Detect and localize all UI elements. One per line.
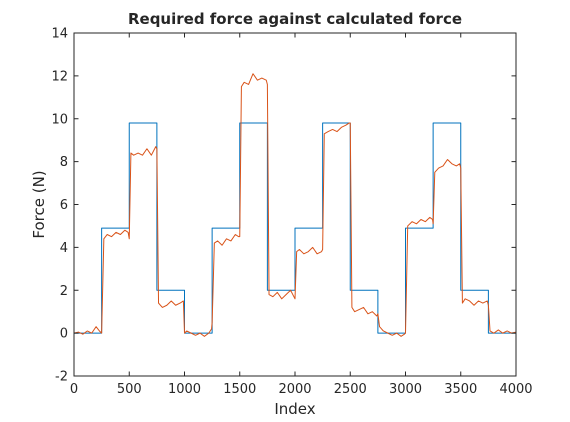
y-tick-label: 2	[60, 284, 68, 299]
x-tick-label: 2000	[278, 382, 311, 397]
y-tick-label: -2	[55, 370, 68, 385]
series-layer	[73, 73, 517, 337]
x-tick-label: 3000	[389, 382, 422, 397]
x-tick-label: 0	[70, 382, 78, 397]
y-tick-label: 0	[60, 327, 68, 342]
x-tick-label: 3500	[444, 382, 477, 397]
y-tick-label: 4	[60, 241, 68, 256]
series-line-2	[73, 73, 517, 337]
y-tick-label: 14	[51, 27, 68, 42]
y-tick-label: 12	[51, 69, 68, 84]
x-tick-label: 4000	[499, 382, 532, 397]
chart-title: Required force against calculated force	[128, 10, 462, 28]
x-axis-label: Index	[274, 400, 315, 418]
y-tick-label: 10	[51, 112, 68, 127]
x-tick-label: 1000	[168, 382, 201, 397]
x-tick-label: 2500	[334, 382, 367, 397]
tick-layer: 0 500 1000 1500 2000 2500 3000 3500 4000-2024681…	[51, 27, 532, 398]
plot-area	[74, 33, 516, 376]
y-tick-label: 6	[60, 198, 68, 213]
y-tick-label: 8	[60, 155, 68, 170]
x-tick-label: 1500	[223, 382, 256, 397]
x-tick-label: 500	[117, 382, 142, 397]
y-axis-label: Force (N)	[30, 170, 48, 238]
